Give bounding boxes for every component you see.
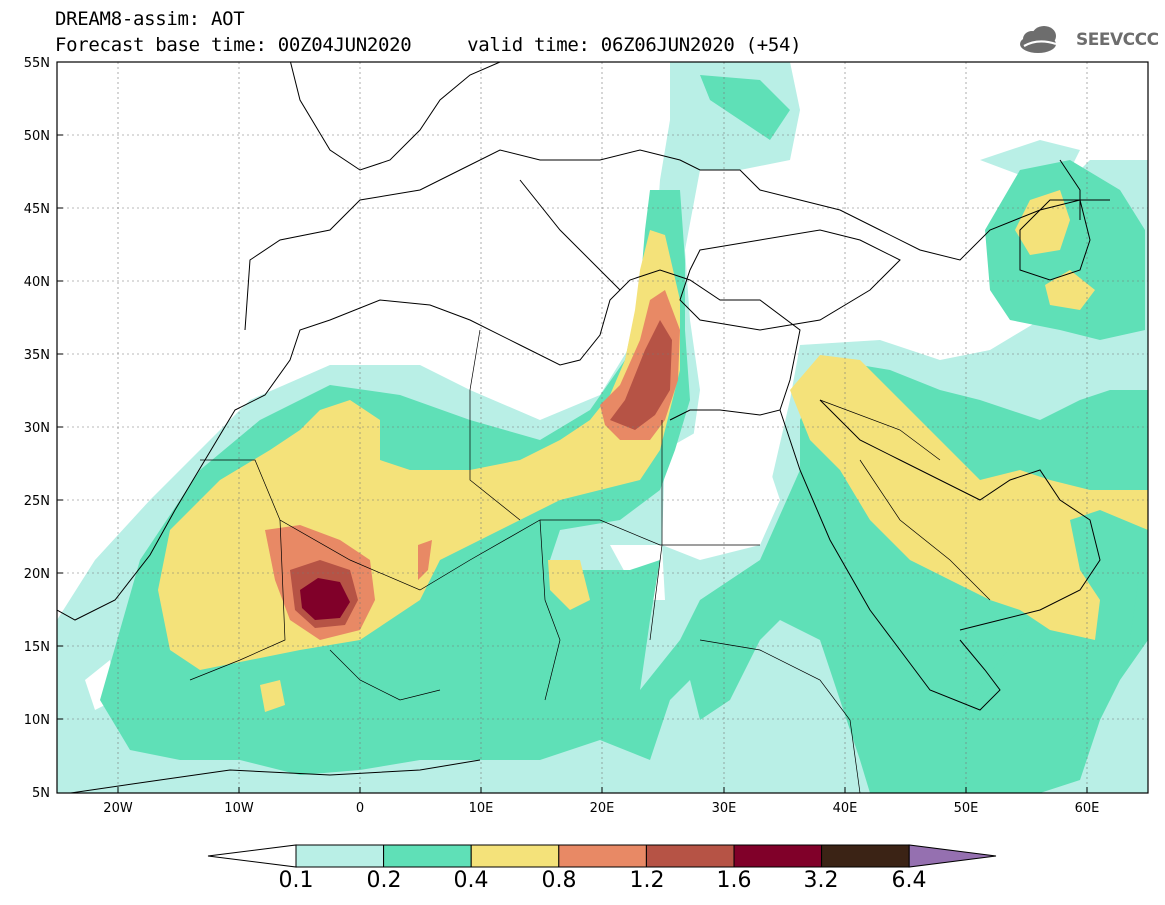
aot-field [57,62,1148,793]
lon-label: 60E [1075,801,1100,816]
lon-label: 10E [469,801,494,816]
axis-ticks [57,61,1088,793]
borders [189,329,991,793]
colorbar-arrow-low [207,844,297,868]
colorbar-label: 1.6 [716,868,752,893]
colorbar-label: 0.2 [366,868,402,893]
lon-label: 0 [356,801,364,816]
forecast-time-line: Forecast base time: 00Z04JUN2020 valid t… [55,34,802,56]
lon-label: 20W [103,801,133,816]
colorbar-label: 0.8 [541,868,577,893]
lat-label: 55N [24,56,50,71]
lat-label: 45N [24,202,50,217]
map-title: DREAM8-assim: AOT [55,8,245,30]
lon-label: 50E [954,801,979,816]
colorbar-label: 1.2 [629,868,665,893]
grid-lines [57,62,1148,793]
lon-label: 30E [712,801,737,816]
colorbar-swatch [470,844,560,868]
colorbar-swatch [733,844,823,868]
colorbar-arrow-high [908,844,997,868]
colorbar [207,844,997,868]
lat-label: 25N [24,494,50,509]
lon-label: 10W [224,801,254,816]
lat-label: 30N [24,421,50,436]
colorbar-label: 0.1 [278,868,314,893]
lon-label: 40E [833,801,858,816]
lat-label: 40N [24,275,50,290]
lat-label: 5N [32,786,50,801]
cloud-icon [1020,26,1057,53]
colorbar-label: 6.4 [891,868,927,893]
colorbar-swatch [295,844,385,868]
colorbar-swatch [558,844,647,868]
lat-label: 50N [24,129,50,144]
lat-label: 10N [24,713,50,728]
colorbar-label: 0.4 [453,868,489,893]
colorbar-label: 3.2 [803,868,839,893]
lat-label: 15N [24,640,50,655]
logo-text: SEEVCCC [1076,30,1159,50]
aot-max-core [300,578,350,620]
colorbar-swatch [821,844,910,868]
colorbar-swatch [383,844,472,868]
colorbar-swatch [645,844,735,868]
lat-label: 20N [24,567,50,582]
lat-label: 35N [24,348,50,363]
lon-label: 20E [590,801,615,816]
